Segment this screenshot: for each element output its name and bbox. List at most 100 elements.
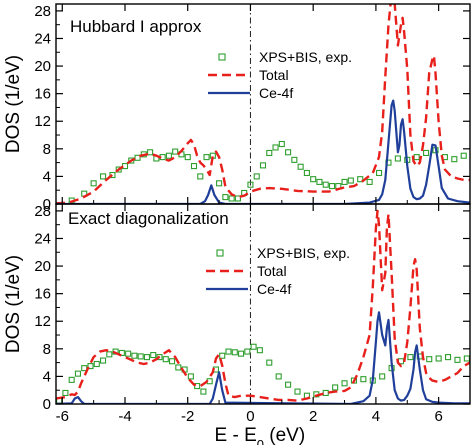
legend-total-label: Total xyxy=(257,263,287,279)
y-tick-label: 8 xyxy=(43,341,51,358)
exp-point xyxy=(423,149,430,157)
exp-point xyxy=(275,373,282,380)
legend-ce4f-label: Ce-4f xyxy=(257,281,291,297)
exp-point xyxy=(375,169,383,177)
exp-point xyxy=(143,354,151,361)
x-tick-label: -4 xyxy=(118,408,131,425)
exp-point xyxy=(285,149,292,156)
exp-point xyxy=(394,155,401,162)
exp-point xyxy=(278,140,285,148)
x-tick-label: 6 xyxy=(434,408,442,425)
exp-point xyxy=(341,178,348,185)
exp-point xyxy=(137,353,144,360)
exp-point xyxy=(222,194,229,201)
exp-point xyxy=(93,360,100,368)
legend-ce4f-label: Ce-4f xyxy=(259,85,293,101)
exp-point xyxy=(297,163,304,170)
x-tick-label: 2 xyxy=(309,408,317,425)
series-total-line xyxy=(56,209,470,402)
plot-frame xyxy=(55,203,471,405)
exp-point xyxy=(285,381,292,388)
legend: XPS+BIS, exp. Total Ce-4f xyxy=(206,245,350,297)
x-tick-label: -2 xyxy=(181,408,194,425)
exp-point xyxy=(291,156,298,163)
exp-point xyxy=(150,351,157,359)
exp-point xyxy=(90,180,97,187)
x-tick-label: -6 xyxy=(56,408,69,425)
exp-point xyxy=(81,365,88,372)
series-ce4f-line xyxy=(56,311,470,404)
exp-point xyxy=(454,356,461,363)
series-exp-points xyxy=(68,140,467,204)
series-total-line xyxy=(56,4,470,204)
exp-point xyxy=(294,388,301,395)
y-tick-label: 20 xyxy=(34,58,51,75)
exp-point xyxy=(99,173,107,180)
panel-title: Hubbard I approx xyxy=(70,17,202,36)
y-axis-title: DOS (1/eV) xyxy=(3,55,24,153)
exp-point xyxy=(460,152,467,159)
y-tick-label: 4 xyxy=(43,168,51,185)
series-ce4f-line xyxy=(56,99,470,204)
exp-point xyxy=(197,173,204,180)
exp-point xyxy=(68,376,75,383)
y-tick-label: 12 xyxy=(34,313,51,330)
y-tick-label: 24 xyxy=(34,30,51,47)
exp-point xyxy=(225,348,232,355)
exp-point xyxy=(322,389,329,397)
exp-point xyxy=(253,173,260,180)
exp-point xyxy=(168,358,176,365)
exp-point xyxy=(379,373,386,380)
exp-point xyxy=(444,354,452,361)
exp-point xyxy=(259,162,267,169)
y-tick-label: 0 xyxy=(43,196,51,213)
exp-point xyxy=(237,350,245,357)
exp-point xyxy=(244,348,251,355)
y-tick-label: 20 xyxy=(34,258,51,275)
exp-point xyxy=(231,349,238,356)
plot-area xyxy=(56,209,470,404)
legend-exp-marker xyxy=(216,249,224,257)
panel-title: Exact diagonalization xyxy=(68,209,229,228)
shared-axes: -6 -4 -2 0 2 4 6 E - E0 (eV) xyxy=(56,408,443,445)
x-tick-label: 0 xyxy=(246,408,254,425)
exp-point xyxy=(74,370,82,377)
exp-point xyxy=(256,347,263,354)
exp-point xyxy=(250,343,257,350)
exp-point xyxy=(341,380,348,387)
exp-point xyxy=(303,169,310,177)
exp-point xyxy=(247,181,254,188)
exp-point xyxy=(347,177,354,184)
exp-point xyxy=(156,354,163,361)
y-tick-label: 24 xyxy=(34,230,51,247)
y-tick-label: 28 xyxy=(34,3,51,20)
y-tick-label: 4 xyxy=(43,368,51,385)
exp-point xyxy=(332,384,339,391)
exp-point xyxy=(219,352,226,359)
exp-point xyxy=(216,180,223,187)
x-axis-title: E - E0 (eV) xyxy=(215,425,306,445)
exp-point xyxy=(165,152,172,159)
panel-hubbard: 0 4 8 12 16 20 24 28 Hubbard I approx DOS (1/eV) X… xyxy=(3,3,471,213)
exp-point xyxy=(357,176,364,183)
exp-point xyxy=(266,149,273,157)
x-tick-label: 4 xyxy=(372,408,380,425)
exp-point xyxy=(200,388,207,395)
exp-point xyxy=(203,154,210,161)
exp-point xyxy=(125,350,132,357)
exp-point xyxy=(266,359,273,366)
exp-point xyxy=(234,195,241,202)
exp-point xyxy=(426,356,433,363)
legend-total-label: Total xyxy=(259,67,289,83)
exp-point xyxy=(413,154,420,161)
exp-point xyxy=(115,166,122,173)
legend-exp-label: XPS+BIS, exp. xyxy=(259,49,352,65)
exp-point xyxy=(228,195,235,202)
y-tick-label: 12 xyxy=(34,113,51,130)
exp-point xyxy=(147,149,154,156)
exp-point xyxy=(463,355,470,362)
exp-point xyxy=(328,183,336,190)
exp-point xyxy=(187,373,194,380)
legend: XPS+BIS, exp. Total Ce-4f xyxy=(208,49,352,101)
